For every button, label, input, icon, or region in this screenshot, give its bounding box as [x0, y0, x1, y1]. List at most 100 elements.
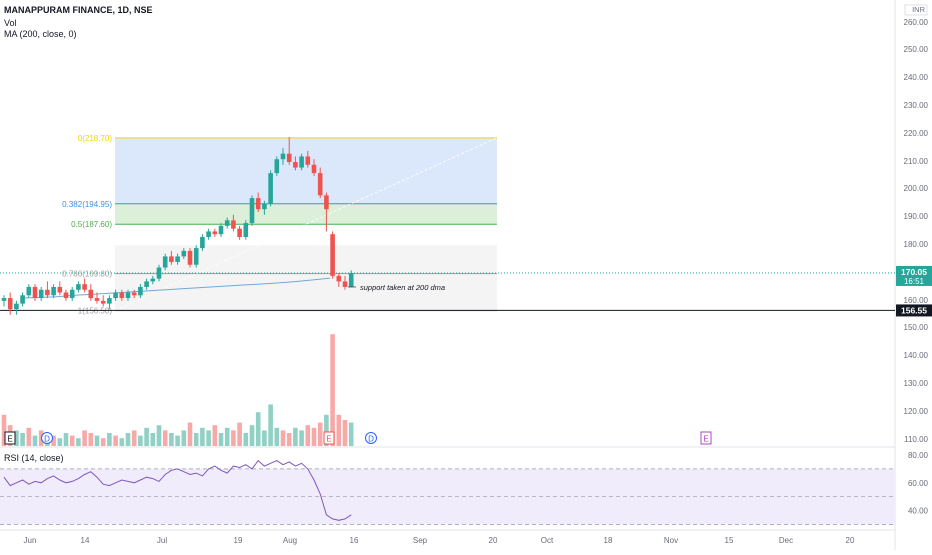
- volume-bar: [107, 433, 112, 446]
- candle-body: [51, 286, 56, 296]
- volume-bar: [69, 435, 75, 446]
- price-tick-label: 130.00: [904, 379, 929, 388]
- volume-bar: [26, 427, 32, 446]
- time-tick-label: 18: [604, 536, 613, 545]
- volume-bar: [82, 430, 87, 446]
- candle-body: [7, 298, 13, 310]
- volume-bar: [175, 435, 180, 446]
- symbol-title[interactable]: MANAPPURAM FINANCE, 1D, NSE: [4, 5, 153, 15]
- volume-bar: [218, 433, 224, 446]
- dividend-marker: D: [368, 435, 374, 444]
- volume-bar: [187, 422, 193, 446]
- time-tick-label: 19: [234, 536, 243, 545]
- candle-body: [249, 198, 255, 224]
- annotation-text: support taken at 200 dma: [360, 283, 445, 292]
- price-tick-label: 120.00: [904, 407, 929, 416]
- volume-bar: [156, 425, 162, 446]
- volume-bar: [293, 427, 298, 446]
- candle-body: [342, 281, 348, 287]
- ma-legend[interactable]: MA (200, close, 0): [4, 29, 77, 39]
- volume-bar: [243, 433, 249, 446]
- fib-label: 1(156.50): [78, 307, 113, 316]
- price-tick-label: 220.00: [904, 129, 929, 138]
- rsi-line: [3, 459, 352, 521]
- volume-legend[interactable]: Vol: [4, 18, 17, 28]
- time-tick-label: 20: [489, 536, 498, 545]
- candle-body: [305, 156, 311, 165]
- fib-zone-382-50: [115, 203, 497, 225]
- time-tick-label: Jul: [157, 536, 167, 545]
- volume-bar: [76, 438, 81, 446]
- price-tick-label: 230.00: [904, 101, 929, 110]
- candle-body: [38, 289, 44, 299]
- fib-label: 0.382(194.95): [62, 200, 112, 209]
- candle-body: [69, 289, 75, 299]
- volume-bar: [63, 433, 69, 446]
- currency-frame: [904, 4, 928, 16]
- rsi-tick-label: 80.00: [908, 451, 929, 460]
- volume-bar: [348, 422, 354, 446]
- candle-body: [107, 298, 112, 304]
- candle-body: [175, 256, 180, 262]
- volume-bar: [299, 430, 304, 446]
- candle-body: [45, 289, 50, 296]
- fib-zone-50-618: [115, 224, 497, 246]
- rsi-tick-label: 40.00: [908, 507, 929, 516]
- candle-body: [237, 228, 242, 237]
- candle-body: [336, 275, 342, 282]
- time-tick-label: Nov: [664, 536, 678, 545]
- time-tick-label: Aug: [283, 536, 297, 545]
- time-tick-label: 20: [846, 536, 855, 545]
- volume-bar: [286, 433, 292, 446]
- candle-body: [206, 231, 211, 237]
- volume-bar: [150, 433, 156, 446]
- last-price-value: 170.05: [901, 267, 927, 277]
- candle-body: [1, 298, 7, 301]
- volume-bar: [237, 422, 242, 446]
- volume-bar: [162, 430, 168, 446]
- candle-body: [262, 203, 267, 210]
- countdown-value: 16:51: [904, 277, 925, 286]
- fib-label: 0(218.70): [78, 134, 113, 143]
- candle-body: [218, 225, 224, 235]
- candle-body: [57, 286, 63, 293]
- earnings-marker-frame: [323, 431, 335, 445]
- candle-body: [88, 289, 94, 299]
- candle-body: [324, 195, 329, 210]
- volume-bar: [181, 430, 187, 446]
- volume-bar: [231, 430, 236, 446]
- candle-body: [255, 198, 261, 210]
- volume-bar: [336, 414, 342, 446]
- rsi-legend[interactable]: RSI (14, close): [4, 453, 64, 463]
- price-tick-label: 180.00: [904, 240, 929, 249]
- candle-body: [193, 248, 199, 265]
- volume-bar: [342, 420, 348, 446]
- candle-body: [144, 281, 149, 287]
- candle-body: [286, 153, 292, 162]
- earnings-marker: E: [326, 435, 331, 444]
- volume-bar: [268, 404, 273, 446]
- fib-zone-618-1: [115, 245, 497, 311]
- volume-bar: [169, 433, 174, 446]
- volume-bar: [57, 438, 63, 446]
- volume-bar: [14, 430, 19, 446]
- price-tick-label: 110.00: [904, 435, 928, 444]
- volume-bar: [193, 433, 199, 446]
- fib-label: 0.5(187.60): [71, 220, 112, 229]
- volume-bar: [1, 414, 7, 446]
- price-tick-label: 210.00: [904, 157, 929, 166]
- price-tick-label: 160.00: [904, 296, 929, 305]
- volume-bar: [249, 425, 255, 446]
- price-tick-label: 240.00: [904, 73, 929, 82]
- candle-body: [94, 298, 100, 301]
- dividend-marker-frame: [41, 432, 53, 444]
- volume-bar: [138, 435, 143, 446]
- volume-bar: [324, 414, 329, 446]
- candle-body: [63, 292, 69, 299]
- volume-bar: [212, 425, 218, 446]
- dividend-marker: D: [44, 435, 50, 444]
- fib-zone-0-382: [115, 137, 497, 204]
- volume-bar: [144, 427, 149, 446]
- candle-body: [156, 267, 162, 279]
